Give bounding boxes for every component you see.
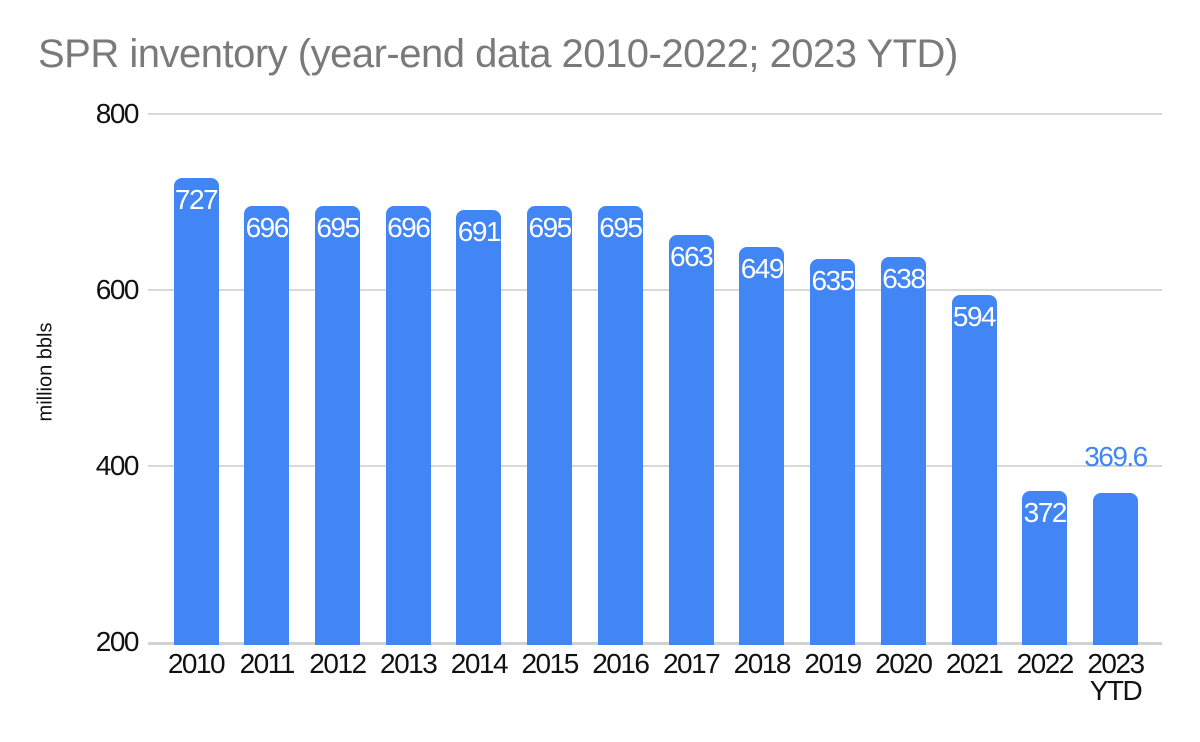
gridline-800 xyxy=(148,113,1162,115)
chart-title: SPR inventory (year-end data 2010-2022; … xyxy=(38,32,958,76)
bar-value-label-2011: 696 xyxy=(245,212,290,243)
bar-2019 xyxy=(810,259,856,645)
y-tick-label-400: 400 xyxy=(95,450,140,481)
x-tick-label-2018: 2018 xyxy=(733,648,792,679)
y-tick-label-600: 600 xyxy=(95,274,140,305)
x-tick-label-2014: 2014 xyxy=(450,648,509,679)
x-tick-label-2022: 2022 xyxy=(1016,648,1075,679)
x-tick-label-2019: 2019 xyxy=(804,648,862,679)
bar-value-label-2010: 727 xyxy=(174,184,219,215)
bar-2012 xyxy=(314,206,360,645)
bar-2015 xyxy=(527,206,573,645)
bar-value-label-2023-ytd: 369.6 xyxy=(1084,441,1148,472)
bar-2011 xyxy=(244,206,290,645)
bar-2013 xyxy=(385,206,431,645)
bar-value-label-2016: 695 xyxy=(599,212,643,243)
bar-value-label-2015: 695 xyxy=(528,212,573,243)
x-tick-label-2017: 2017 xyxy=(662,648,721,679)
x-tick-label-2016: 2016 xyxy=(592,648,650,679)
x-tick-label-2013: 2013 xyxy=(380,648,438,679)
bar-value-label-2021: 594 xyxy=(952,301,997,332)
gridline-600 xyxy=(148,289,1162,291)
x-tick-label-2023-ytd: 2023 YTD xyxy=(1087,648,1145,706)
bar-2021 xyxy=(951,295,997,645)
y-tick-label-800: 800 xyxy=(95,98,140,129)
bar-2014 xyxy=(456,210,502,645)
x-axis-line xyxy=(148,642,1162,645)
x-tick-label-2010: 2010 xyxy=(167,648,226,679)
bar-value-label-2020: 638 xyxy=(882,263,926,294)
y-tick-label-200: 200 xyxy=(95,626,140,657)
x-tick-label-2020: 2020 xyxy=(875,648,933,679)
y-axis-title: million bbls xyxy=(34,322,57,422)
x-tick-label-2015: 2015 xyxy=(521,648,579,679)
bar-value-label-2018: 649 xyxy=(740,253,785,284)
bar-2018 xyxy=(739,247,785,645)
bar-value-label-2022: 372 xyxy=(1023,497,1068,528)
bar-value-label-2019: 635 xyxy=(811,265,855,296)
x-tick-label-2011: 2011 xyxy=(239,648,296,679)
bar-value-label-2014: 691 xyxy=(457,216,502,247)
bar-2017 xyxy=(668,235,714,645)
bar-value-label-2012: 695 xyxy=(316,212,360,243)
gridline-400 xyxy=(148,465,1162,467)
bar-2020 xyxy=(880,257,926,645)
bar-2010 xyxy=(173,178,219,645)
bar-value-label-2013: 696 xyxy=(387,212,431,243)
bar-2016 xyxy=(597,206,643,645)
x-tick-label-2021: 2021 xyxy=(945,648,1004,679)
x-tick-label-2012: 2012 xyxy=(309,648,367,679)
bar-value-label-2017: 663 xyxy=(670,241,714,272)
bar-2023-ytd xyxy=(1092,493,1138,645)
bar-2022 xyxy=(1022,491,1068,645)
